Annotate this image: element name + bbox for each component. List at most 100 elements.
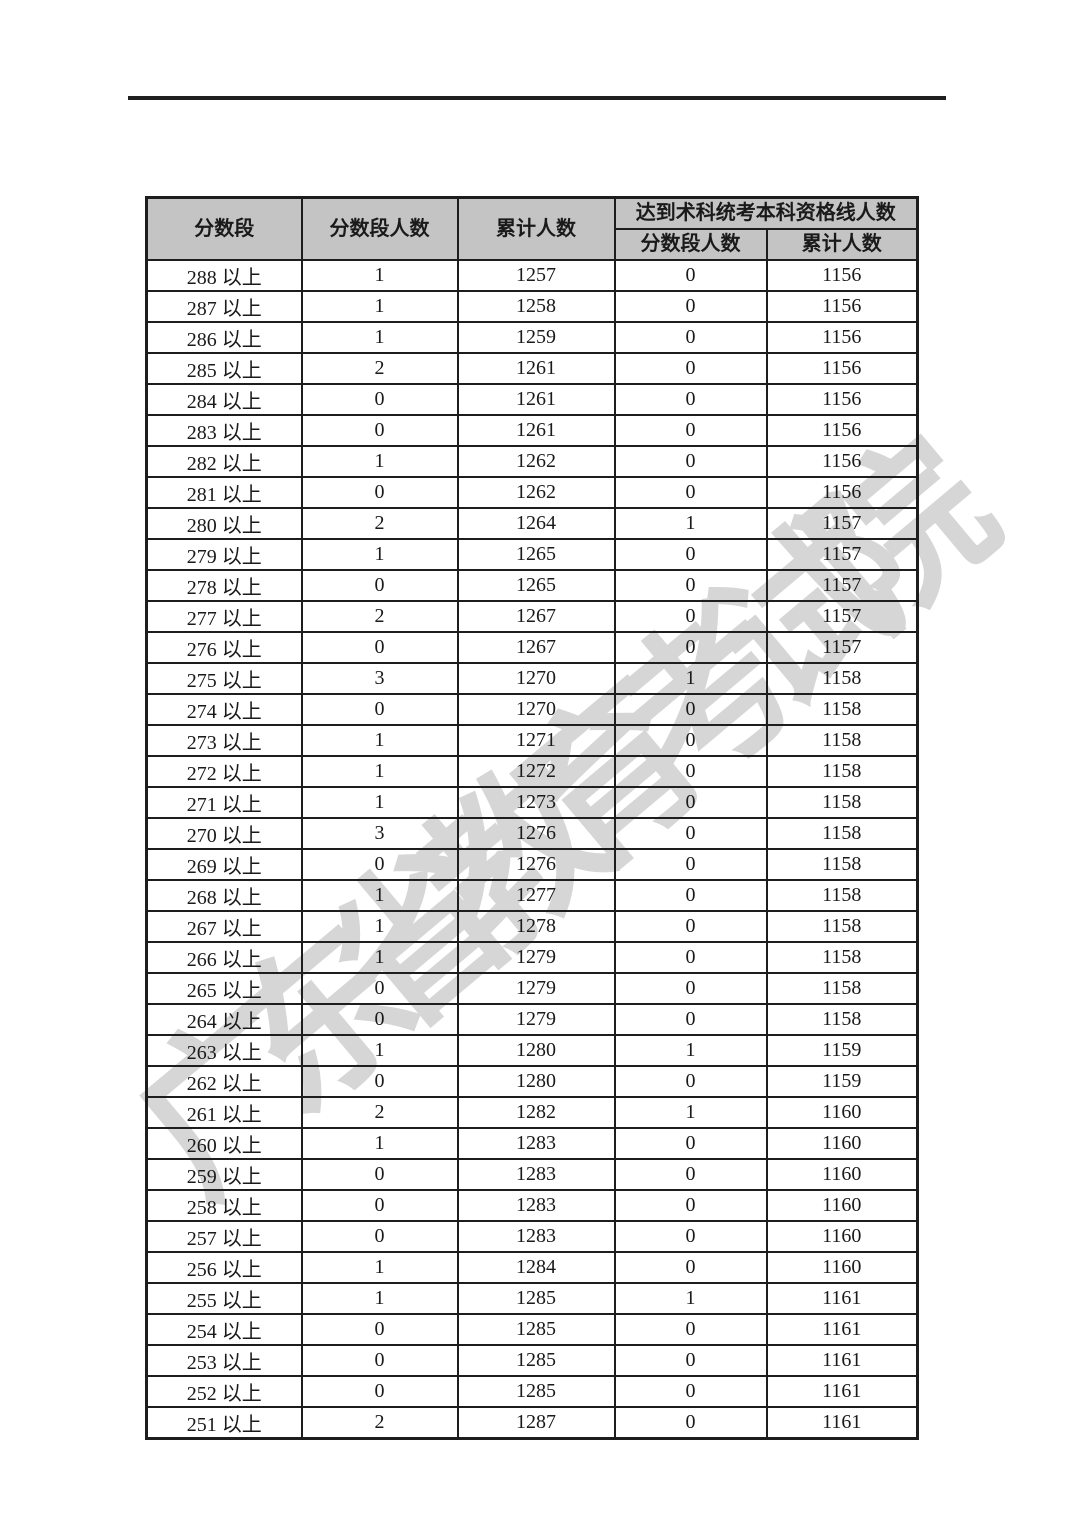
cumulative-count-cell: 1283 <box>456 1157 616 1191</box>
cumulative-count-cell: 1284 <box>456 1250 616 1284</box>
qualified-range-count-cell: 1 <box>613 506 768 540</box>
qualified-range-count-cell: 0 <box>613 1405 768 1439</box>
score-distribution-table: 分数段 分数段人数 累计人数 达到术科统考本科资格线人数 分数段人数 累计人数 … <box>145 196 919 1440</box>
cumulative-count-cell: 1278 <box>456 909 616 943</box>
qualified-range-count-cell: 0 <box>613 1343 768 1377</box>
cumulative-count-cell: 1257 <box>456 258 616 292</box>
range-count-cell: 1 <box>300 1033 459 1067</box>
cumulative-count-cell: 1259 <box>456 320 616 354</box>
cumulative-count-cell: 1267 <box>456 630 616 664</box>
range-count-cell: 1 <box>300 444 459 478</box>
range-count-cell: 1 <box>300 320 459 354</box>
score-range-cell: 262 以上 <box>145 1064 303 1098</box>
qualified-cumulative-count-cell: 1156 <box>765 444 919 478</box>
qualified-cumulative-count-cell: 1158 <box>765 971 919 1005</box>
score-range-cell: 288 以上 <box>145 258 303 292</box>
table-row: 266 以上 1 1279 0 1158 <box>145 940 919 974</box>
table-row: 263 以上 1 1280 1 1159 <box>145 1033 919 1067</box>
table-row: 268 以上 1 1277 0 1158 <box>145 878 919 912</box>
table-row: 285 以上 2 1261 0 1156 <box>145 351 919 385</box>
range-count-cell: 0 <box>300 382 459 416</box>
qualified-cumulative-count-cell: 1156 <box>765 289 919 323</box>
qualified-range-count-cell: 0 <box>613 413 768 447</box>
table-row: 278 以上 0 1265 0 1157 <box>145 568 919 602</box>
qualified-cumulative-count-cell: 1158 <box>765 847 919 881</box>
range-count-cell: 0 <box>300 568 459 602</box>
qualified-cumulative-count-cell: 1158 <box>765 754 919 788</box>
cumulative-count-cell: 1270 <box>456 692 616 726</box>
table-row: 282 以上 1 1262 0 1156 <box>145 444 919 478</box>
qualified-range-count-cell: 0 <box>613 878 768 912</box>
qualified-range-count-cell: 0 <box>613 785 768 819</box>
table-row: 254 以上 0 1285 0 1161 <box>145 1312 919 1346</box>
qualified-cumulative-count-cell: 1161 <box>765 1312 919 1346</box>
cumulative-count-cell: 1276 <box>456 847 616 881</box>
cumulative-count-cell: 1272 <box>456 754 616 788</box>
score-range-cell: 251 以上 <box>145 1405 303 1439</box>
table-row: 281 以上 0 1262 0 1156 <box>145 475 919 509</box>
range-count-cell: 0 <box>300 1188 459 1222</box>
qualified-range-count-cell: 0 <box>613 909 768 943</box>
score-range-cell: 280 以上 <box>145 506 303 540</box>
cumulative-count-cell: 1265 <box>456 568 616 602</box>
qualified-range-count-cell: 0 <box>613 1188 768 1222</box>
table-row: 284 以上 0 1261 0 1156 <box>145 382 919 416</box>
qualified-cumulative-count-cell: 1161 <box>765 1281 919 1315</box>
table-row: 252 以上 0 1285 0 1161 <box>145 1374 919 1408</box>
score-range-cell: 270 以上 <box>145 816 303 850</box>
score-range-cell: 285 以上 <box>145 351 303 385</box>
qualified-range-count-cell: 0 <box>613 630 768 664</box>
score-range-cell: 275 以上 <box>145 661 303 695</box>
qualified-cumulative-count-cell: 1160 <box>765 1095 919 1129</box>
table-row: 261 以上 2 1282 1 1160 <box>145 1095 919 1129</box>
table-row: 260 以上 1 1283 0 1160 <box>145 1126 919 1160</box>
cumulative-count-cell: 1285 <box>456 1343 616 1377</box>
cumulative-count-cell: 1261 <box>456 382 616 416</box>
table-row: 280 以上 2 1264 1 1157 <box>145 506 919 540</box>
range-count-cell: 1 <box>300 878 459 912</box>
table-row: 269 以上 0 1276 0 1158 <box>145 847 919 881</box>
qualified-cumulative-count-cell: 1158 <box>765 940 919 974</box>
table-row: 283 以上 0 1261 0 1156 <box>145 413 919 447</box>
cumulative-count-cell: 1264 <box>456 506 616 540</box>
qualified-cumulative-count-cell: 1157 <box>765 599 919 633</box>
qualified-cumulative-count-cell: 1160 <box>765 1188 919 1222</box>
qualified-cumulative-count-cell: 1160 <box>765 1250 919 1284</box>
cumulative-count-cell: 1276 <box>456 816 616 850</box>
range-count-cell: 1 <box>300 1126 459 1160</box>
score-range-cell: 261 以上 <box>145 1095 303 1129</box>
qualified-range-count-cell: 0 <box>613 754 768 788</box>
cumulative-count-cell: 1277 <box>456 878 616 912</box>
qualified-cumulative-count-cell: 1156 <box>765 351 919 385</box>
range-count-cell: 1 <box>300 289 459 323</box>
qualified-range-count-cell: 0 <box>613 1157 768 1191</box>
qualified-cumulative-count-cell: 1158 <box>765 1002 919 1036</box>
qualified-range-count-cell: 0 <box>613 382 768 416</box>
range-count-cell: 0 <box>300 475 459 509</box>
qualified-range-count-cell: 0 <box>613 940 768 974</box>
cumulative-count-cell: 1261 <box>456 413 616 447</box>
range-count-cell: 0 <box>300 1002 459 1036</box>
table-row: 262 以上 0 1280 0 1159 <box>145 1064 919 1098</box>
cumulative-count-cell: 1270 <box>456 661 616 695</box>
qualified-range-count-cell: 0 <box>613 289 768 323</box>
table-row: 271 以上 1 1273 0 1158 <box>145 785 919 819</box>
range-count-cell: 0 <box>300 1064 459 1098</box>
qualified-cumulative-count-cell: 1158 <box>765 878 919 912</box>
qualified-cumulative-count-cell: 1156 <box>765 320 919 354</box>
score-range-cell: 266 以上 <box>145 940 303 974</box>
score-range-cell: 268 以上 <box>145 878 303 912</box>
score-range-cell: 282 以上 <box>145 444 303 478</box>
table-row: 259 以上 0 1283 0 1160 <box>145 1157 919 1191</box>
qualified-range-count-cell: 0 <box>613 351 768 385</box>
qualified-cumulative-count-cell: 1161 <box>765 1343 919 1377</box>
range-count-cell: 2 <box>300 351 459 385</box>
qualified-range-count-cell: 0 <box>613 537 768 571</box>
cumulative-count-cell: 1262 <box>456 475 616 509</box>
qualified-range-count-cell: 0 <box>613 568 768 602</box>
range-count-cell: 0 <box>300 847 459 881</box>
score-range-cell: 253 以上 <box>145 1343 303 1377</box>
qualified-range-count-cell: 0 <box>613 847 768 881</box>
range-count-cell: 0 <box>300 1219 459 1253</box>
